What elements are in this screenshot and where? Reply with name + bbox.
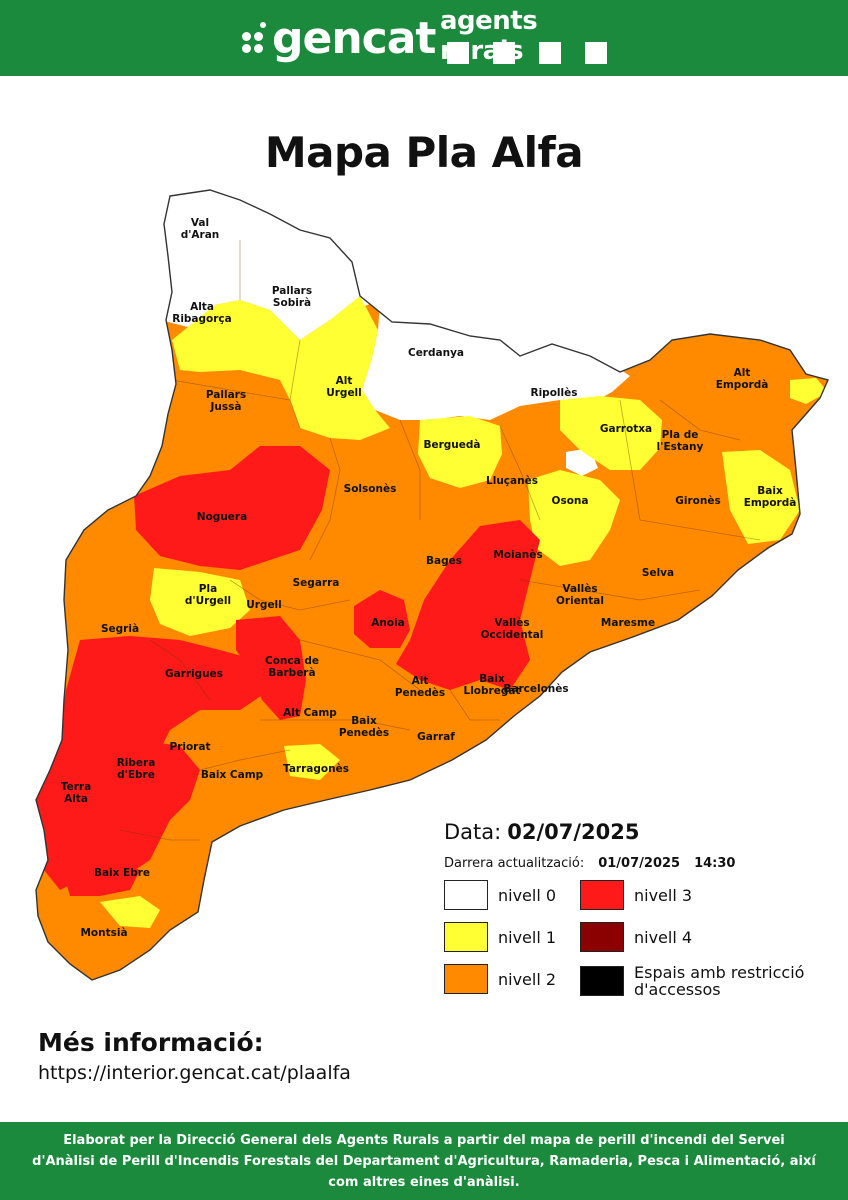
date-value: 02/07/2025: [507, 820, 640, 844]
zone-level3-noguera: [134, 446, 330, 570]
agents-rurals-logo[interactable]: agents rurals: [440, 6, 610, 70]
region-label: Osona: [552, 495, 589, 507]
zone-level3-ribera-ebre: [80, 740, 200, 880]
zone-level1-pla-urgell: [150, 568, 250, 636]
legend-swatch: [580, 922, 624, 952]
zone-level1-tarragones: [284, 744, 340, 780]
region-label: Gironès: [675, 495, 720, 507]
legend-swatch: [444, 922, 488, 952]
region-label: Maresme: [601, 617, 655, 629]
region-label: Terra Alta: [61, 781, 91, 805]
region-label: Segrià: [101, 623, 139, 635]
region-label: Garrigues: [165, 668, 223, 680]
region-label: Baix Ebre: [94, 867, 150, 879]
footer-credits-text: Elaborat per la Direcció General dels Ag…: [32, 1133, 816, 1190]
gencat-logo-text: gencat: [272, 12, 436, 64]
zone-level1-ebre-delta: [100, 896, 160, 928]
region-label: Moianès: [493, 549, 542, 561]
catalonia-map[interactable]: Val d'Aran Pallars Sobirà Alta Ribagorça Cerda…: [0, 180, 848, 1000]
map-title: Mapa Pla Alfa: [264, 128, 584, 177]
legend-label: nivell 2: [498, 969, 557, 989]
legend-swatch: [580, 966, 624, 996]
region-label: Alt Penedès: [395, 675, 445, 699]
legend-item-level0: nivell 0: [444, 880, 556, 910]
region-label: Berguedà: [423, 439, 480, 451]
gencat-logo[interactable]: gencat: [240, 12, 436, 64]
region-label: Lluçanès: [486, 475, 538, 487]
region-label: Urgell: [246, 599, 282, 611]
gencat-dots-icon: [240, 18, 268, 58]
last-update-line: Darrera actualització: 01/07/2025 14:30: [444, 856, 735, 871]
last-update-date: 01/07/2025: [598, 856, 681, 871]
region-label: Val d'Aran: [181, 217, 220, 241]
region-label: Baix Empordà: [744, 485, 797, 509]
region-label: Alt Camp: [283, 707, 337, 719]
region-label: Pallars Sobirà: [272, 285, 312, 309]
region-label: Baix Camp: [201, 769, 264, 781]
region-label: Alt Empordà: [716, 367, 769, 391]
legend-swatch: [444, 964, 488, 994]
region-label: Garraf: [417, 731, 455, 743]
region-label: Anoia: [371, 617, 405, 629]
zone-level1-bergueda: [418, 416, 502, 488]
zone-level3-conca-barbera: [236, 616, 306, 720]
region-label: Alta Ribagorça: [172, 301, 232, 325]
legend-label: nivell 4: [634, 927, 693, 947]
region-labels: Val d'Aran Pallars Sobirà Alta Ribagorça Cerda…: [61, 217, 796, 939]
region-label: Barcelonès: [503, 683, 568, 695]
region-label: Solsonès: [344, 483, 397, 495]
legend-item-level4: nivell 4: [580, 922, 692, 952]
region-label: Pallars Jussà: [206, 389, 246, 413]
footer-banner: Elaborat per la Direcció General dels Ag…: [0, 1122, 848, 1200]
legend-item-restricted-access: Espais amb restricció d'accessos: [580, 964, 840, 998]
legend-swatch: [580, 880, 624, 910]
region-label: Alt Urgell: [326, 375, 362, 399]
legend-item-level2: nivell 2: [444, 964, 556, 994]
legend-item-level3: nivell 3: [580, 880, 692, 910]
zone-level0-cerdanya-ripolles: [362, 300, 630, 420]
region-label: Conca de Barberà: [265, 655, 319, 679]
more-info-link[interactable]: https://interior.gencat.cat/plaalfa: [38, 1062, 351, 1084]
region-label: Priorat: [170, 741, 211, 753]
legend-item-level1: nivell 1: [444, 922, 556, 952]
zone-level3-baix-ebre: [60, 860, 140, 896]
zone-level1-empordà-coast: [790, 378, 828, 404]
zone-level3-bages-valles: [396, 520, 540, 690]
last-update-time: 14:30: [694, 856, 736, 871]
agents-rurals-squares-icon: [447, 42, 607, 64]
legend-label: nivell 0: [498, 885, 557, 905]
legend-label: nivell 1: [498, 927, 557, 947]
more-info-title: Més informació:: [38, 1028, 264, 1057]
region-label: Cerdanya: [408, 347, 464, 359]
legend-label: Espais amb restricció d'accessos: [634, 963, 805, 999]
zone-level1-baix-emporda: [722, 450, 800, 544]
header-banner: gencat agents rurals: [0, 0, 848, 76]
region-label: Segarra: [293, 577, 340, 589]
region-label: Pla d'Urgell: [185, 583, 231, 607]
legend-swatch: [444, 880, 488, 910]
region-label: Ribera d'Ebre: [117, 757, 156, 781]
region-label: Montsià: [80, 927, 127, 939]
date-line: Data: 02/07/2025: [444, 820, 639, 844]
zone-level1-osona: [528, 470, 620, 566]
region-label: Pla de l'Estany: [657, 429, 704, 453]
region-label: Selva: [642, 567, 674, 579]
region-label: Garrotxa: [600, 423, 652, 435]
region-label: Vallès Occidental: [481, 617, 544, 641]
region-label: Noguera: [197, 511, 247, 523]
region-label: Baix Llobregat: [464, 673, 521, 697]
zone-level3-anoia: [354, 590, 410, 648]
region-label: Baix Penedès: [339, 715, 389, 739]
legend-label: nivell 3: [634, 885, 693, 905]
region-label: Tarragonès: [283, 763, 349, 775]
region-label: Ripollès: [531, 387, 578, 399]
date-label: Data:: [444, 820, 502, 844]
region-label: Bages: [426, 555, 462, 567]
last-update-label: Darrera actualització:: [444, 856, 585, 871]
region-label: Vallès Oriental: [556, 583, 604, 607]
zone-level1-garrotxa: [560, 396, 662, 470]
zone-level1-ribagorca-urgell: [172, 296, 390, 440]
